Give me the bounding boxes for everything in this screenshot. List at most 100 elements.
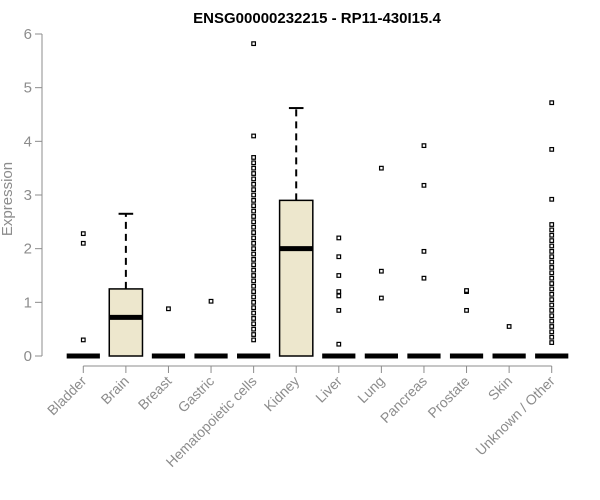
outlier-point <box>251 251 257 257</box>
box-group <box>492 324 526 359</box>
plot-area <box>66 41 569 359</box>
x-tick-label: Unknown / Other <box>472 373 558 459</box>
y-tick-label: 6 <box>24 26 32 43</box>
outlier-point <box>251 176 257 182</box>
box-group <box>278 107 314 357</box>
box-group <box>108 212 144 357</box>
outlier-point <box>251 203 257 209</box>
outlier-point <box>336 254 342 260</box>
outlier-point <box>251 273 257 278</box>
outlier-point <box>549 222 555 227</box>
outlier-point <box>549 329 555 335</box>
outlier-point <box>464 307 469 313</box>
outlier-point <box>378 165 384 171</box>
y-tick-label: 3 <box>24 187 32 204</box>
y-tick-label: 0 <box>24 348 32 365</box>
outlier-point <box>549 318 555 324</box>
x-tick-label: Breast <box>135 373 175 413</box>
outlier-point <box>251 208 257 214</box>
outlier-point <box>549 270 555 276</box>
outlier-point <box>549 227 555 233</box>
outlier-point <box>251 187 257 193</box>
outlier-point <box>549 334 555 340</box>
box-group <box>407 143 441 359</box>
y-tick-label: 4 <box>24 133 32 150</box>
outlier-point <box>80 231 86 237</box>
outlier-point <box>421 182 427 188</box>
y-tick-label: 1 <box>24 294 32 311</box>
outlier-point <box>251 289 257 294</box>
box-iqr <box>278 199 314 357</box>
outlier-point <box>336 235 342 241</box>
outlier-point <box>549 243 555 249</box>
x-tick-label: Brain <box>98 373 132 407</box>
y-tick-label: 2 <box>24 241 32 258</box>
outlier-point <box>549 146 555 152</box>
outlier-point <box>549 281 555 286</box>
outlier-point <box>549 259 555 265</box>
outlier-point <box>549 232 555 238</box>
outlier-point <box>251 326 257 332</box>
outlier-point <box>80 240 86 246</box>
outlier-point <box>549 302 555 308</box>
outlier-point <box>549 100 555 106</box>
x-tick-label: Prostate <box>424 373 472 421</box>
outlier-point <box>251 337 257 343</box>
outlier-point <box>378 268 384 274</box>
x-tick-label: Lung <box>354 373 387 406</box>
outlier-point <box>251 235 257 241</box>
outlier-point <box>251 165 257 171</box>
outlier-point <box>251 224 257 230</box>
outlier-point <box>549 248 555 254</box>
outlier-point <box>549 340 555 345</box>
outlier-point <box>251 321 257 327</box>
box-iqr <box>108 288 144 357</box>
outlier-point <box>251 160 257 166</box>
outlier-point <box>378 295 384 301</box>
outlier-point <box>464 288 469 293</box>
x-tick-label: Bladder <box>44 373 90 419</box>
outlier-point <box>80 337 86 343</box>
outlier-point <box>251 299 257 305</box>
outlier-point <box>251 262 257 268</box>
outlier-point <box>251 41 257 47</box>
outlier-point <box>251 219 257 225</box>
outlier-point <box>251 305 257 311</box>
box-group <box>237 41 271 359</box>
outlier-point <box>251 230 257 235</box>
outlier-point <box>251 316 257 321</box>
outlier-point <box>549 265 555 270</box>
outlier-point <box>251 240 257 246</box>
outlier-point <box>166 306 171 312</box>
outlier-point <box>336 273 342 278</box>
x-tick-label: Skin <box>485 373 516 404</box>
outlier-point <box>549 254 555 260</box>
outlier-point <box>506 324 512 329</box>
outlier-point <box>251 257 257 262</box>
outlier-point <box>251 133 257 139</box>
x-tick-label: Kidney <box>261 373 303 415</box>
outlier-point <box>251 181 257 187</box>
outlier-point <box>251 214 257 219</box>
box-group <box>449 288 484 359</box>
box-group <box>322 235 356 359</box>
outlier-point <box>251 192 257 198</box>
outlier-point <box>549 238 555 244</box>
outlier-point <box>251 171 257 176</box>
outlier-point <box>421 248 427 254</box>
outlier-point <box>549 291 555 297</box>
outlier-point <box>549 324 555 329</box>
outlier-point <box>251 155 257 160</box>
x-tick-label: Gastric <box>174 373 217 416</box>
outlier-point <box>421 275 427 281</box>
outlier-point <box>336 289 342 294</box>
outlier-point <box>251 294 257 300</box>
outlier-point <box>549 307 555 313</box>
outlier-point <box>421 143 427 149</box>
y-axis-label: Expression <box>0 162 16 236</box>
outlier-point <box>251 278 257 284</box>
outlier-point <box>549 286 555 292</box>
y-axis: 0 1 2 3 4 5 6 <box>24 26 43 365</box>
outlier-point <box>251 197 257 203</box>
